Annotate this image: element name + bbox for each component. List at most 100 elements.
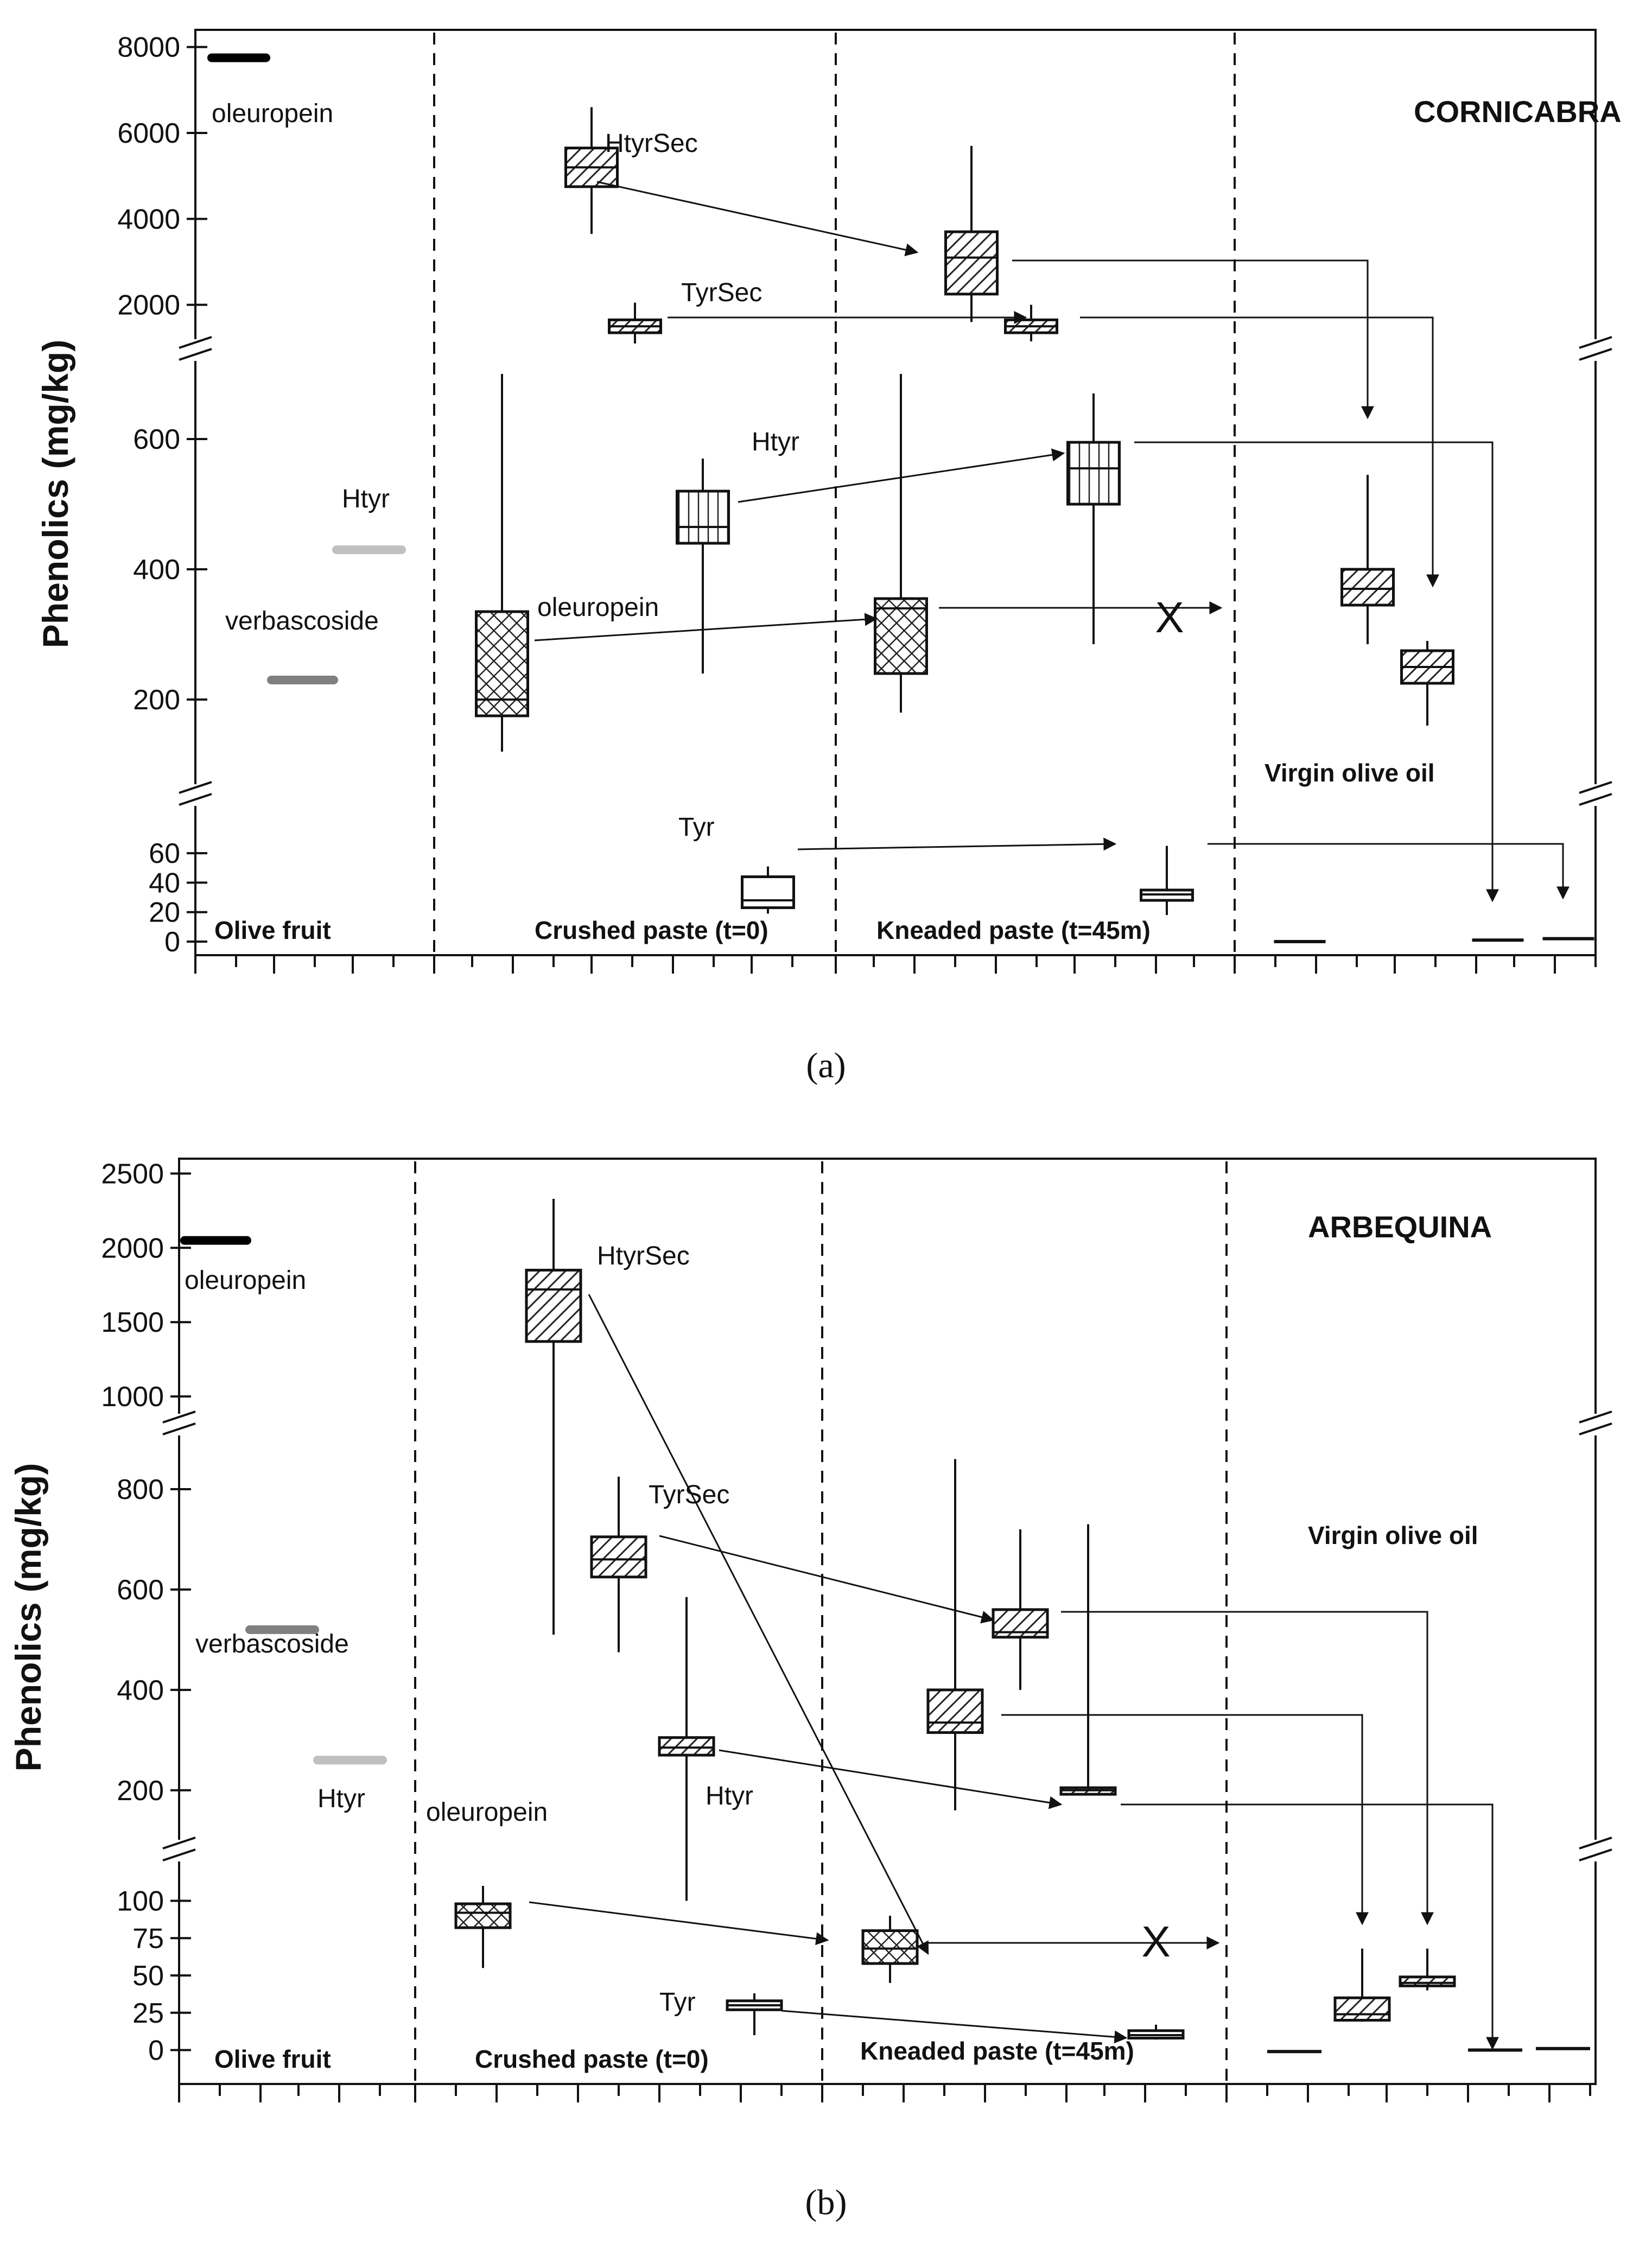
y-tick-label: 75	[132, 1923, 164, 1954]
y-tick-label: 8000	[117, 32, 180, 63]
panel-a-label-tyr: Tyr	[678, 813, 715, 842]
panel-b-frame	[178, 1158, 1597, 2085]
panel-a-axis-breaks	[179, 336, 1612, 806]
y-tick-label: 100	[117, 1886, 164, 1917]
panel-b-oil-label: Virgin olive oil	[1308, 1521, 1478, 1549]
trend-arrow	[1001, 1714, 1369, 1926]
panel-a-label-htyrsec: HtyrSec	[605, 129, 698, 158]
panel-a-label-oleuropein: oleuropein	[537, 593, 659, 622]
panel-a-oil-label: Virgin olive oil	[1265, 759, 1435, 787]
axis-break-stroke	[1579, 1410, 1612, 1424]
y-tick-label: 200	[117, 1775, 164, 1807]
axis-break-stroke	[1579, 781, 1612, 794]
panel-a-x-ticks	[194, 955, 1597, 974]
y-tick-label: 0	[148, 2035, 164, 2067]
box-crushed-oleuropein-box	[454, 1902, 512, 1929]
y-tick-label: 800	[117, 1474, 164, 1505]
trend-arrow	[797, 837, 1117, 851]
panel-a-label-fruit-oleuropein: oleuropein	[212, 99, 333, 128]
axis-break-stroke	[162, 1410, 196, 1424]
box-kneaded-oleuropein-box	[861, 1929, 919, 1965]
trend-arrow	[719, 1749, 1063, 1809]
axis-break-stroke	[179, 793, 212, 806]
panel-b-label-htyrsec: HtyrSec	[597, 1242, 690, 1270]
axis-break-stroke	[179, 781, 212, 794]
y-tick-label: 60	[149, 838, 180, 869]
y-tick-label: 2000	[117, 290, 180, 321]
trend-arrow	[1121, 1803, 1499, 2050]
trend-arrow	[1012, 259, 1374, 420]
axis-break-stroke	[1579, 1837, 1612, 1850]
panel-b-region-dividers	[414, 1161, 1228, 2081]
axis-break-stroke	[1579, 793, 1612, 806]
y-tick-label: 1500	[101, 1307, 164, 1338]
panel-b-label-tyr: Tyr	[659, 1988, 696, 2017]
y-tick-label: 600	[133, 424, 180, 455]
panel-a-y-axis-label: Phenolics (mg/kg)	[35, 340, 75, 648]
box-kneaded-htyrsec-box	[926, 1688, 984, 1734]
y-tick-label: 6000	[117, 118, 180, 149]
trend-arrow	[1208, 843, 1570, 900]
panel-a-fruit-values	[207, 53, 406, 684]
axis-break-stroke	[162, 1848, 196, 1861]
y-tick-label: 400	[117, 1675, 164, 1706]
panel-b-fruit-values	[180, 1236, 387, 1765]
panel-b-label-fruit-oleuropein: oleuropein	[185, 1266, 306, 1295]
axis-break-stroke	[1579, 348, 1612, 361]
panel-a-region-olive-fruit: Olive fruit	[214, 916, 331, 944]
panel-b-label-oleuropein: oleuropein	[426, 1798, 548, 1827]
box-crushed-tyrsec-box	[590, 1535, 647, 1579]
box-oil-htyrsec-box	[1340, 568, 1395, 607]
panel-a-region-dividers	[433, 33, 1236, 952]
box-kneaded-oleuropein-box	[874, 597, 928, 675]
trend-arrow	[738, 448, 1065, 503]
box-oil-htyrsec-box	[1333, 1996, 1391, 2022]
panel-b-chart: Phenolics (mg/kg) 0 25 50 75 100 200 400 600 800…	[8, 1158, 1612, 2102]
panel-b-label-fruit-verbascoside: verbascoside	[195, 1630, 349, 1659]
y-tick-label: 400	[133, 554, 180, 586]
panel-b-x-ticks	[178, 2084, 1591, 2102]
trend-arrow	[596, 181, 919, 257]
panel-b-y-ticks: 0 25 50 75 100 200 400 600 800 1000 1500 2000 2500	[101, 1158, 191, 2067]
box-kneaded-htyr-box	[1066, 441, 1121, 506]
panel-a-boxplots	[475, 107, 1594, 943]
axis-break-stroke	[179, 348, 212, 361]
trend-arrow	[781, 2010, 1128, 2044]
axis-break-stroke	[1579, 1848, 1612, 1861]
box-crushed-htyrsec-box	[525, 1268, 582, 1343]
caption-b: (b)	[805, 2183, 847, 2222]
y-tick-label: 0	[164, 926, 180, 958]
panel-a-arrows	[534, 181, 1570, 903]
panel-b-label-tyrsec: TyrSec	[649, 1480, 729, 1509]
box-oil-tyrsec-box	[1399, 1975, 1456, 1987]
y-tick-label: 1000	[101, 1381, 164, 1413]
panel-b-boxplots	[454, 1198, 1590, 2054]
box-kneaded-htyrsec-box	[944, 230, 999, 296]
panel-a-cultivar-title: CORNICABRA	[1414, 94, 1622, 129]
trend-arrow	[1080, 316, 1439, 588]
y-tick-label: 2000	[101, 1232, 164, 1264]
panel-a-removed-marker: X	[1155, 593, 1184, 641]
box-crushed-htyr-box	[658, 1736, 715, 1757]
y-tick-label: 50	[132, 1960, 164, 1992]
panel-b-region-crushed-paste: Crushed paste (t=0)	[475, 2045, 709, 2073]
panel-b-region-kneaded-paste: Kneaded paste (t=45m)	[860, 2037, 1134, 2065]
trend-arrow	[1061, 1611, 1434, 1926]
y-tick-label: 20	[149, 897, 180, 929]
panel-b-region-olive-fruit: Olive fruit	[214, 2045, 331, 2073]
box-crushed-tyr-box	[741, 875, 795, 910]
y-tick-label: 600	[117, 1574, 164, 1606]
axis-break-stroke	[162, 1837, 196, 1850]
trend-arrow	[534, 613, 878, 641]
y-tick-label: 40	[149, 867, 180, 899]
y-tick-label: 2500	[101, 1158, 164, 1190]
panel-a-label-htyr: Htyr	[752, 428, 799, 456]
panel-a-label-tyrsec: TyrSec	[681, 278, 762, 307]
panel-a-label-fruit-verbascoside: verbascoside	[225, 607, 379, 636]
y-tick-label: 4000	[117, 204, 180, 235]
panel-b-cultivar-title: ARBEQUINA	[1308, 1210, 1492, 1244]
axis-break-stroke	[162, 1422, 196, 1435]
panel-b-arrows	[529, 1294, 1499, 2050]
